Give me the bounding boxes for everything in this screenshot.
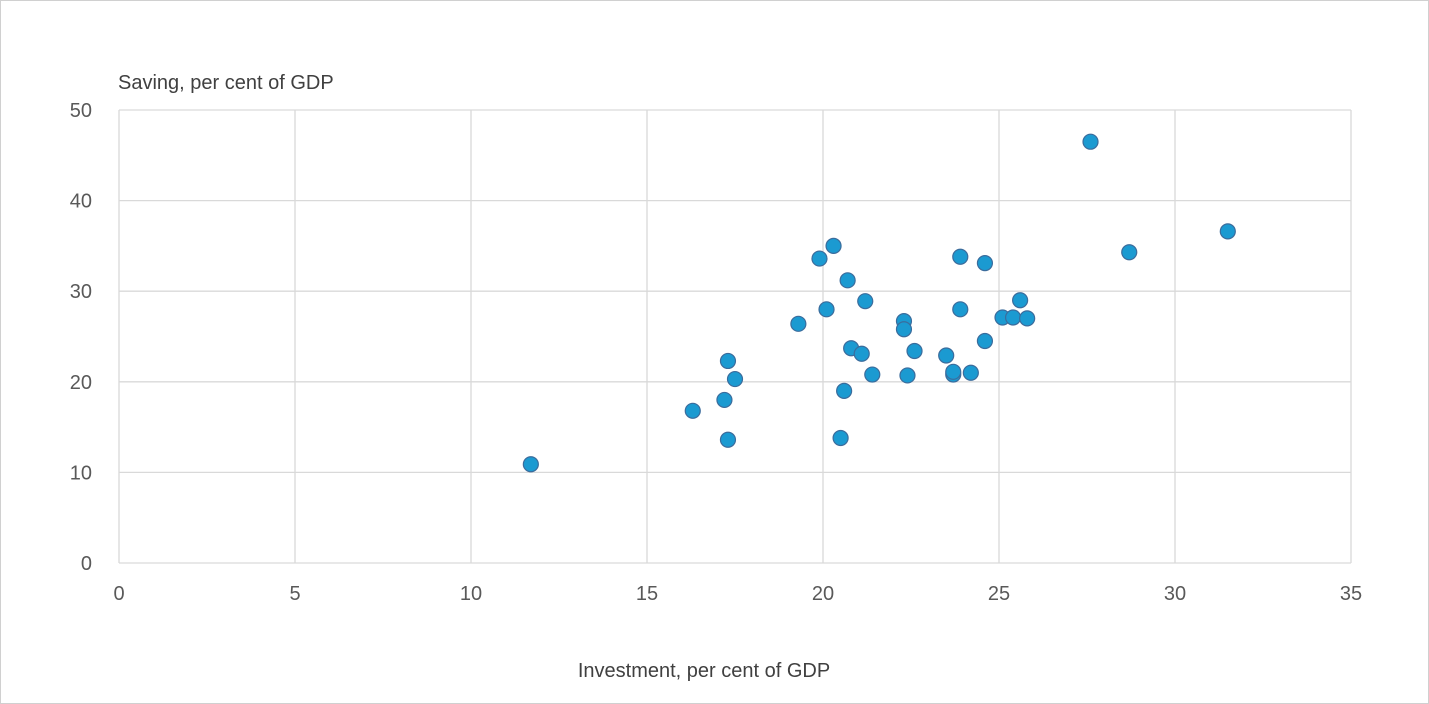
data-points	[522, 133, 1236, 473]
data-point	[976, 332, 994, 350]
y-axis-ticks: 0 10 20 30 40 50	[70, 100, 92, 575]
data-point	[1012, 292, 1029, 309]
x-tick-label: 15	[636, 583, 658, 605]
data-point	[952, 301, 969, 318]
data-point	[726, 370, 744, 388]
x-tick-label: 20	[812, 583, 834, 605]
x-axis-ticks: 0 5 10 15 20 25 30 35	[113, 583, 1362, 605]
x-tick-label: 0	[113, 583, 124, 605]
data-point	[522, 456, 539, 473]
y-tick-label: 0	[81, 553, 92, 575]
data-point	[811, 250, 828, 267]
y-tick-label: 30	[70, 281, 92, 303]
data-point	[857, 293, 874, 310]
y-tick-label: 20	[70, 372, 92, 394]
x-tick-label: 5	[289, 583, 300, 605]
data-point	[864, 366, 881, 383]
grid	[118, 109, 1352, 564]
y-tick-label: 40	[70, 191, 92, 213]
x-tick-label: 35	[1340, 583, 1362, 605]
data-point	[906, 342, 923, 360]
data-point	[976, 255, 994, 272]
y-tick-label: 10	[70, 462, 92, 484]
data-point	[719, 352, 737, 370]
x-tick-label: 30	[1164, 583, 1186, 605]
y-tick-label: 50	[70, 100, 92, 122]
x-tick-label: 10	[460, 583, 482, 605]
data-point	[899, 367, 916, 384]
data-point	[938, 347, 955, 364]
data-point	[719, 431, 737, 448]
data-point	[952, 248, 969, 265]
data-point	[945, 363, 962, 380]
data-point	[1082, 133, 1099, 150]
data-point	[1121, 244, 1138, 261]
data-point	[1004, 309, 1022, 326]
data-point	[790, 315, 807, 332]
data-point	[1019, 310, 1036, 327]
data-point	[839, 272, 856, 289]
data-point	[716, 391, 733, 409]
data-point	[825, 237, 842, 254]
x-axis-title: Investment, per cent of GDP	[578, 660, 830, 682]
data-point	[962, 364, 979, 381]
data-point	[832, 429, 849, 447]
data-point	[853, 345, 870, 362]
x-tick-label: 25	[988, 583, 1010, 605]
data-point	[895, 321, 913, 338]
data-point	[818, 301, 835, 318]
data-point	[836, 382, 853, 399]
data-point	[1219, 223, 1236, 240]
data-point	[684, 402, 701, 419]
y-axis-title: Saving, per cent of GDP	[118, 72, 334, 94]
